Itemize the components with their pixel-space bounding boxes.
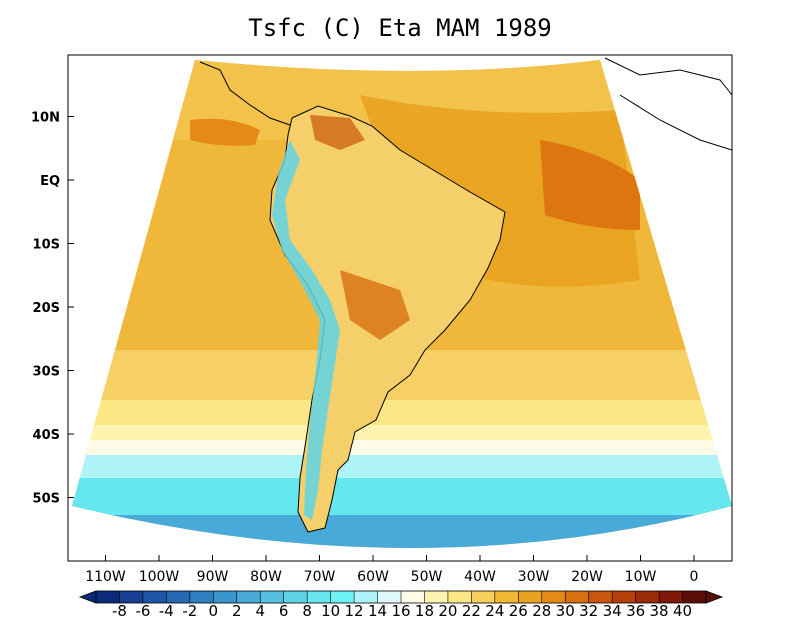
colorbar-swatch — [471, 591, 496, 603]
colorbar-label: 16 — [391, 602, 410, 618]
colorbar-swatch — [424, 591, 449, 603]
colorbar-swatch — [189, 591, 214, 603]
colorbar-label: 28 — [532, 602, 551, 618]
lon-tick-label: 30W — [518, 569, 550, 585]
colorbar-swatch — [518, 591, 543, 603]
colorbar-swatch — [588, 591, 613, 603]
colorbar-label: -6 — [135, 602, 150, 618]
lon-tick-label: 100W — [139, 569, 180, 585]
colorbar-swatch — [142, 591, 167, 603]
colorbar-arrow-right — [705, 590, 724, 604]
colorbar-swatch — [96, 591, 120, 603]
colorbar-label: 30 — [556, 602, 575, 618]
lat-tick-label: 10N — [31, 111, 60, 126]
andes-cold-belt — [272, 140, 340, 520]
colorbar-label: 32 — [579, 602, 598, 618]
lon-tick-label: 0 — [690, 569, 699, 585]
colorbar-swatch — [236, 591, 261, 603]
colorbar-label: 40 — [673, 602, 692, 618]
colorbar-label: 12 — [345, 602, 364, 618]
colorbar-swatch — [659, 591, 684, 603]
colorbar-swatch — [283, 591, 308, 603]
longitude-axis: 110W 100W 90W 80W 70W 60W 50W 40W 30W 20W 10W 0 — [85, 555, 698, 585]
colorbar-swatch — [612, 591, 637, 603]
colorbar-label: 20 — [438, 602, 457, 618]
colorbar-swatch — [494, 591, 519, 603]
map-plot-area — [72, 57, 732, 548]
colorbar-swatch — [260, 591, 285, 603]
colorbar-swatch — [565, 591, 590, 603]
colorbar-swatch — [447, 591, 472, 603]
warm-interior — [340, 270, 410, 340]
colorbar-swatch — [119, 591, 144, 603]
colorbar-label: 6 — [279, 602, 289, 618]
colorbar-label: 24 — [485, 602, 504, 618]
colorbar-label: 2 — [232, 602, 242, 618]
colorbar-label: 22 — [462, 602, 481, 618]
colorbar-label: -2 — [182, 602, 197, 618]
colorbar-label: 10 — [321, 602, 340, 618]
central-america-outline — [199, 61, 291, 126]
lon-tick-label: 90W — [197, 569, 229, 585]
lon-tick-label: 20W — [571, 569, 603, 585]
lon-tick-label: 10W — [625, 569, 657, 585]
lon-tick-label: 60W — [357, 569, 389, 585]
colorbar-label: 38 — [650, 602, 669, 618]
latitude-axis: 10N EQ 10S 20S 30S 40S 50S — [31, 111, 74, 507]
colorbar-arrow-left — [78, 590, 97, 604]
lon-tick-label: 40W — [464, 569, 496, 585]
lon-tick-label: 110W — [85, 569, 126, 585]
colorbar-label: -4 — [159, 602, 174, 618]
colorbar-swatch — [682, 591, 707, 603]
colorbar-swatch — [541, 591, 566, 603]
lat-tick-label: 10S — [33, 238, 60, 253]
colorbar-swatch — [166, 591, 191, 603]
north-highlands — [310, 115, 365, 150]
colorbar-swatch — [307, 591, 332, 603]
colorbar-labels: -8 -6 -4 -2 0 2 4 6 8 10 12 14 16 18 20 22 24 26 28 30 32 34 3… — [112, 591, 692, 618]
lon-tick-label: 70W — [304, 569, 336, 585]
colorbar-swatch — [635, 591, 660, 603]
map-title: Tsfc (C) Eta MAM 1989 — [248, 14, 552, 42]
colorbar-label: 4 — [255, 602, 265, 618]
colorbar-swatch — [213, 591, 238, 603]
colorbar-swatch — [401, 591, 425, 603]
colorbar-swatch — [330, 591, 355, 603]
lon-tick-label: 80W — [250, 569, 282, 585]
lon-tick-label: 50W — [411, 569, 443, 585]
colorbar-label: 34 — [603, 602, 622, 618]
colorbar-label: 18 — [415, 602, 434, 618]
colorbar-label: 36 — [626, 602, 645, 618]
colorbar-label: 14 — [368, 602, 387, 618]
colorbar-label: -8 — [112, 602, 127, 618]
lat-tick-label: 40S — [33, 428, 60, 443]
lat-tick-label: 30S — [33, 365, 60, 380]
colorbar-swatch — [354, 591, 379, 603]
map-frame — [67, 54, 733, 562]
colorbar-swatch — [377, 591, 402, 603]
colorbar-label: 8 — [302, 602, 312, 618]
lat-tick-label: 20S — [33, 301, 60, 316]
colorbar-label: 0 — [209, 602, 219, 618]
colorbar-label: 26 — [509, 602, 528, 618]
lat-tick-label: 50S — [33, 492, 60, 507]
africa-outline — [604, 57, 732, 151]
lat-tick-label: EQ — [40, 174, 60, 189]
